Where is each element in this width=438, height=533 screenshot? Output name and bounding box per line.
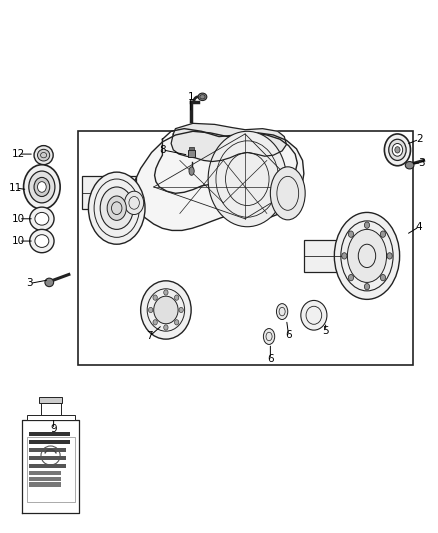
Ellipse shape [148, 308, 153, 313]
Ellipse shape [263, 328, 275, 344]
Text: 5: 5 [322, 326, 329, 336]
Ellipse shape [334, 213, 399, 300]
Ellipse shape [364, 284, 370, 290]
Bar [187, 150, 195, 157]
Ellipse shape [189, 167, 194, 175]
Ellipse shape [405, 161, 414, 169]
Bar [29, 464, 66, 468]
Text: 3: 3 [418, 158, 425, 168]
Ellipse shape [153, 320, 157, 325]
Text: 12: 12 [12, 149, 25, 159]
Ellipse shape [24, 165, 60, 209]
Bar [29, 477, 61, 481]
Ellipse shape [208, 131, 286, 227]
Ellipse shape [124, 191, 144, 215]
Ellipse shape [153, 295, 157, 300]
Ellipse shape [29, 171, 55, 203]
Ellipse shape [395, 147, 400, 153]
Ellipse shape [164, 325, 168, 330]
Text: 4: 4 [416, 222, 423, 232]
Text: 6: 6 [267, 354, 274, 364]
Ellipse shape [301, 301, 327, 330]
Text: 9: 9 [50, 424, 57, 434]
Polygon shape [132, 131, 304, 230]
Bar [27, 438, 74, 503]
Ellipse shape [174, 320, 179, 325]
Ellipse shape [88, 172, 145, 244]
Ellipse shape [107, 196, 126, 220]
Ellipse shape [100, 187, 133, 229]
Bar [82, 176, 136, 209]
Ellipse shape [348, 274, 353, 281]
Ellipse shape [38, 182, 46, 192]
Ellipse shape [164, 290, 168, 295]
Ellipse shape [35, 235, 49, 247]
Bar [29, 456, 66, 460]
Ellipse shape [348, 231, 353, 237]
Ellipse shape [38, 149, 49, 161]
Ellipse shape [342, 253, 347, 259]
Ellipse shape [380, 274, 385, 281]
Text: 8: 8 [159, 145, 166, 155]
Ellipse shape [387, 253, 392, 259]
Bar [189, 147, 194, 150]
Polygon shape [171, 123, 286, 161]
Ellipse shape [154, 296, 178, 324]
Bar [304, 240, 368, 272]
Polygon shape [22, 420, 79, 513]
Bar [39, 397, 62, 403]
Bar [41, 403, 60, 415]
Text: 10: 10 [12, 236, 25, 246]
Bar [29, 432, 70, 436]
Ellipse shape [34, 146, 53, 165]
Ellipse shape [30, 207, 54, 230]
Text: 10: 10 [12, 214, 25, 224]
Ellipse shape [380, 231, 385, 237]
Bar [29, 482, 61, 487]
Text: 11: 11 [9, 183, 22, 193]
Text: 6: 6 [285, 330, 292, 341]
Text: 2: 2 [416, 134, 423, 144]
Ellipse shape [270, 167, 305, 220]
Bar [29, 448, 66, 452]
Ellipse shape [45, 278, 53, 287]
Ellipse shape [389, 139, 406, 160]
Ellipse shape [276, 304, 288, 319]
Text: 3: 3 [26, 278, 33, 288]
Ellipse shape [385, 134, 410, 166]
Ellipse shape [30, 229, 54, 253]
Ellipse shape [141, 281, 191, 339]
Bar [78, 131, 413, 365]
Ellipse shape [34, 177, 49, 197]
Ellipse shape [198, 93, 207, 101]
Ellipse shape [174, 295, 179, 300]
Bar [27, 415, 74, 420]
Text: 1: 1 [187, 92, 194, 102]
Text: 7: 7 [146, 332, 153, 342]
Ellipse shape [179, 308, 184, 313]
Ellipse shape [392, 143, 403, 156]
Ellipse shape [364, 222, 370, 228]
Ellipse shape [35, 213, 49, 225]
Bar [29, 440, 70, 444]
Ellipse shape [347, 229, 387, 282]
Bar [29, 471, 61, 475]
